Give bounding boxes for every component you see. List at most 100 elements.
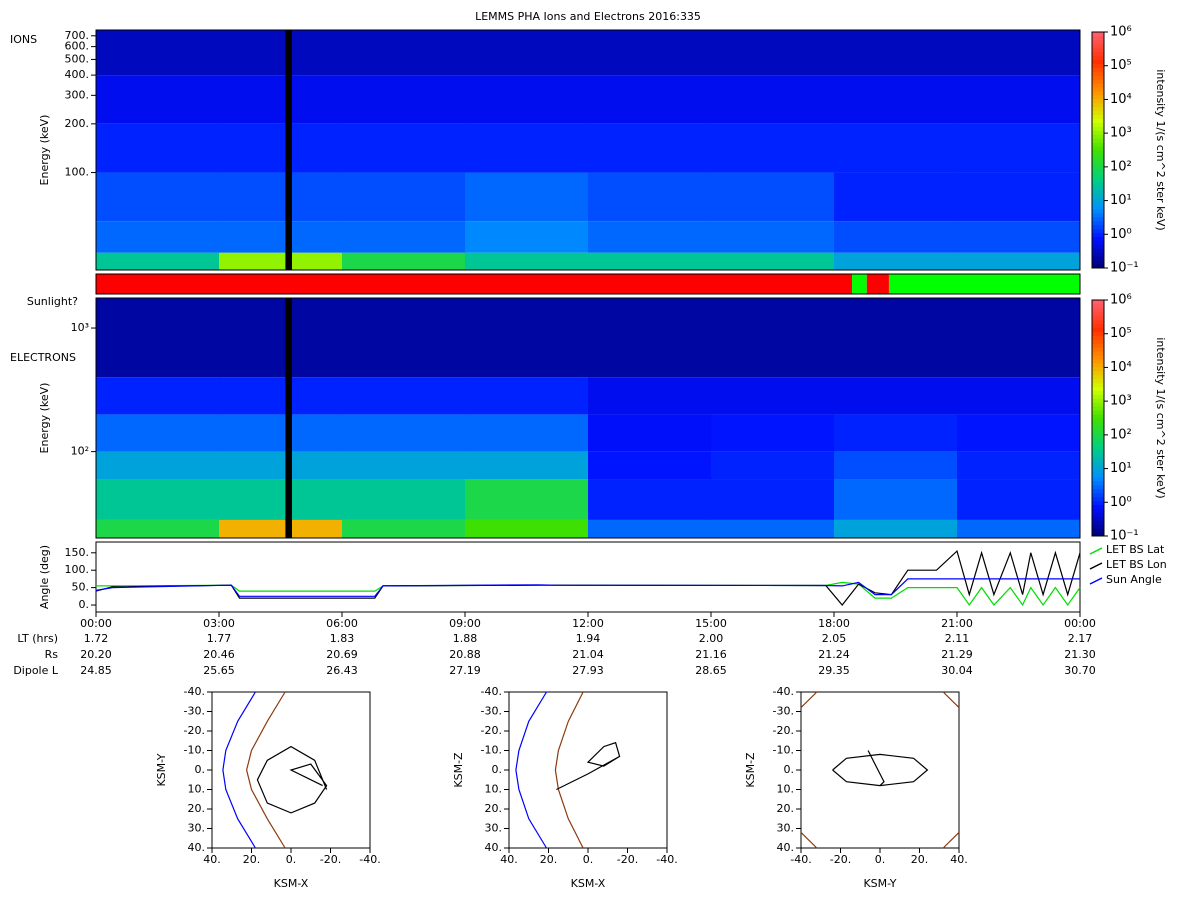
- colorbar-step: [1092, 150, 1104, 155]
- heatmap-cell: [219, 451, 343, 480]
- x-tick-label: -40.: [656, 853, 677, 866]
- data-gap: [285, 30, 292, 270]
- info-value: 2.11: [945, 632, 970, 645]
- colorbar-step: [1092, 153, 1104, 159]
- colorbar-step: [1092, 398, 1104, 403]
- y-tick-label: 0.: [195, 763, 206, 776]
- x-axis-label: KSM-Y: [863, 877, 896, 890]
- plot-frame: [95, 297, 1081, 539]
- y-tick-label: 40.: [485, 841, 503, 854]
- heatmap-cell: [588, 252, 712, 270]
- y-tick-label: -10.: [773, 744, 794, 757]
- series-line: [515, 691, 548, 849]
- colorbar-step: [1092, 484, 1104, 490]
- colorbar-step: [1092, 102, 1104, 108]
- colorbar-step: [1092, 441, 1104, 447]
- colorbar-step: [1092, 43, 1104, 49]
- heatmap-cell: [465, 30, 589, 76]
- colorbar-step: [1092, 457, 1104, 462]
- heatmap-cell: [96, 479, 220, 520]
- info-value: 21.30: [1064, 648, 1096, 661]
- heatmap-cell: [957, 30, 1081, 76]
- heatmap-cell: [711, 123, 835, 173]
- colorbar-step: [1092, 248, 1104, 253]
- info-value: 27.93: [572, 664, 604, 677]
- colorbar-step: [1092, 114, 1104, 120]
- colorbar-tick-label: 10⁻¹: [1110, 261, 1139, 276]
- y-tick-label: -30.: [773, 705, 794, 718]
- colorbar-step: [1092, 232, 1104, 238]
- colorbar-step: [1092, 406, 1104, 411]
- colorbar-step: [1092, 362, 1104, 368]
- colorbar-step: [1092, 351, 1104, 356]
- colorbar-step: [1092, 181, 1104, 186]
- heatmap-cell: [465, 451, 589, 480]
- colorbar-step: [1092, 118, 1104, 123]
- colorbar-step: [1092, 402, 1104, 407]
- x-tick-label: 0.: [583, 853, 594, 866]
- heatmap-cell: [219, 479, 343, 520]
- legend-label: LET BS Lat: [1106, 543, 1165, 556]
- colorbar-step: [1092, 106, 1104, 112]
- x-tick-label: 00:00: [1064, 617, 1096, 630]
- heatmap-cell: [588, 221, 712, 253]
- colorbar-step: [1092, 327, 1104, 332]
- colorbar-step: [1092, 185, 1104, 190]
- heatmap-cell: [711, 414, 835, 452]
- legend-label: Sun Angle: [1106, 573, 1162, 586]
- colorbar-step: [1092, 189, 1104, 194]
- colorbar-step: [1092, 142, 1104, 147]
- y-tick-label: 30.: [188, 822, 206, 835]
- y-axis-label: Energy (keV): [38, 115, 51, 186]
- y-tick-label: 10.: [485, 783, 503, 796]
- colorbar-step: [1092, 264, 1104, 269]
- colorbar-step: [1092, 355, 1104, 360]
- heatmap-cell: [588, 172, 712, 222]
- y-tick-label: -30.: [184, 705, 205, 718]
- colorbar-step: [1092, 240, 1104, 245]
- colorbar-step: [1092, 343, 1104, 348]
- colorbar-step: [1092, 508, 1104, 513]
- heatmap-cell: [342, 298, 466, 378]
- heatmap-cell: [342, 451, 466, 480]
- heatmap-cell: [957, 451, 1081, 480]
- heatmap-cell: [588, 479, 712, 520]
- heatmap-cell: [957, 221, 1081, 253]
- colorbar-step: [1092, 193, 1104, 198]
- heatmap-cell: [465, 298, 589, 378]
- info-value: 21.24: [818, 648, 850, 661]
- colorbar-step: [1092, 512, 1104, 517]
- heatmap-cell: [465, 75, 589, 124]
- series-line: [256, 745, 328, 814]
- colorbar-step: [1092, 504, 1104, 509]
- heatmap-cell: [834, 414, 958, 452]
- colorbar-step: [1092, 473, 1104, 478]
- colorbar-step: [1092, 359, 1104, 364]
- heatmap-cell: [834, 75, 958, 124]
- timeline-label: Sunlight?: [27, 295, 78, 308]
- legend-label: LET BS Lon: [1106, 558, 1167, 571]
- colorbar-step: [1092, 32, 1104, 37]
- panel-label: IONS: [10, 33, 37, 46]
- colorbar-tick-label: 10⁴: [1110, 360, 1132, 375]
- info-value: 1.77: [207, 632, 232, 645]
- plot-frame: [95, 29, 1081, 271]
- colorbar-step: [1092, 216, 1104, 222]
- colorbar-step: [1092, 339, 1104, 344]
- info-value: 20.46: [203, 648, 235, 661]
- heatmap-cell: [342, 519, 466, 538]
- info-value: 30.70: [1064, 664, 1096, 677]
- heatmap-cell: [711, 451, 835, 480]
- colorbar-step: [1092, 83, 1104, 88]
- colorbar-step: [1092, 71, 1104, 76]
- heatmap-cell: [957, 479, 1081, 520]
- panel-label: ELECTRONS: [10, 351, 76, 364]
- series-line: [554, 691, 584, 849]
- colorbar-step: [1092, 209, 1104, 214]
- series-line: [222, 691, 256, 849]
- heatmap-cell: [96, 451, 220, 480]
- heatmap-cell: [342, 172, 466, 222]
- info-row-label: LT (hrs): [17, 632, 58, 645]
- colorbar-step: [1092, 157, 1104, 163]
- y-axis-label: Angle (deg): [38, 545, 51, 609]
